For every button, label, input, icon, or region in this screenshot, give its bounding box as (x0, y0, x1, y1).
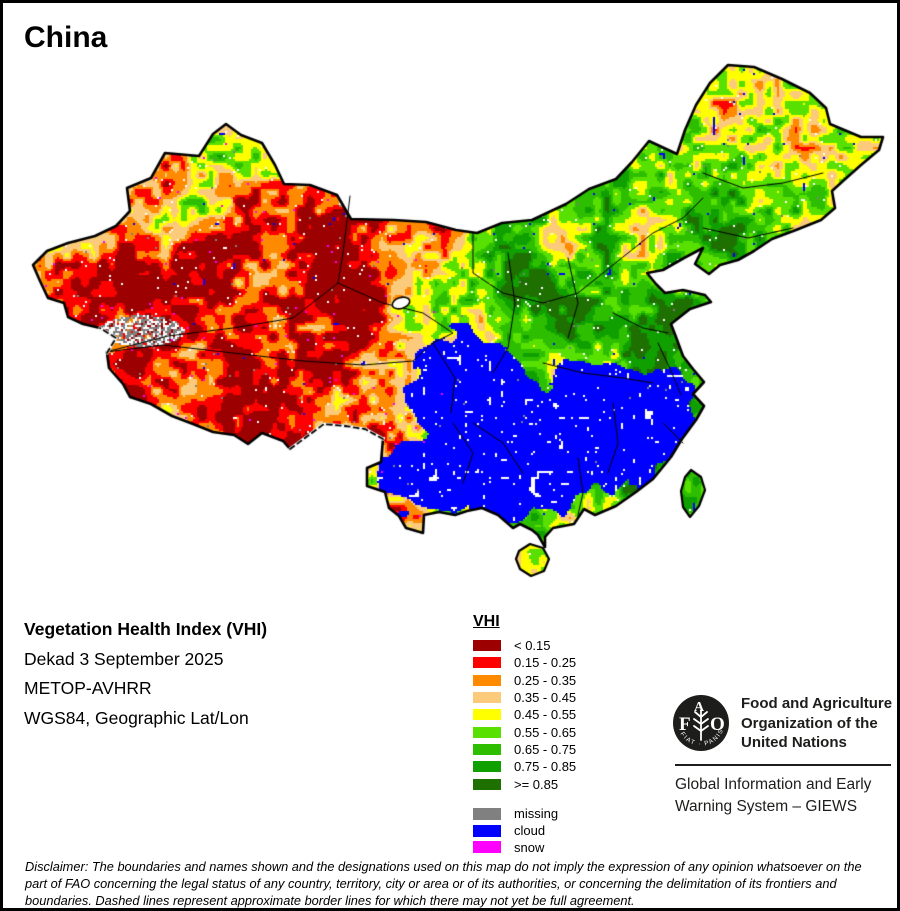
disclaimer-text: Disclaimer: The boundaries and names sho… (25, 859, 862, 908)
legend-swatch (473, 807, 501, 820)
legend-row: >= 0.85 (473, 775, 576, 792)
fao-logo-icon: F A O FIAT · PANIS (673, 695, 729, 751)
legend-row: 0.25 - 0.35 (473, 672, 576, 689)
legend-label: 0.55 - 0.65 (514, 724, 577, 740)
info-dekad: Dekad 3 September 2025 (24, 648, 224, 669)
legend-class-list: < 0.15 0.15 - 0.25 0.25 - 0.35 0.35 - 0.45 0… (473, 637, 576, 793)
china-vhi-raster-map (3, 3, 897, 908)
legend-row: cloud (473, 822, 576, 839)
fao-org-name: Food and Agriculture Organization of the… (741, 694, 892, 753)
legend-swatch (473, 778, 501, 790)
legend-label: 0.25 - 0.35 (514, 672, 577, 688)
legend-label: < 0.15 (514, 638, 551, 654)
legend-swatch (473, 657, 501, 669)
fao-org-line: Food and Agriculture (741, 695, 893, 712)
legend-title: VHI (473, 613, 500, 630)
legend-row: 0.75 - 0.85 (473, 758, 576, 775)
legend-row: 0.45 - 0.55 (473, 706, 576, 723)
fao-letter-o: O (710, 714, 725, 735)
info-product: Vegetation Health Index (VHI) (24, 619, 268, 639)
giews-line: Warning System – GIEWS (675, 797, 858, 815)
legend-label: cloud (514, 823, 546, 839)
legend-row: 0.35 - 0.45 (473, 689, 576, 706)
legend-swatch (473, 692, 501, 704)
legend-swatch (473, 640, 501, 652)
map-info-block: Vegetation Health Index (VHI) Dekad 3 Se… (24, 615, 267, 733)
legend-label: >= 0.85 (514, 776, 559, 792)
legend-row: < 0.15 (473, 637, 576, 654)
legend-label: 0.75 - 0.85 (514, 759, 577, 775)
legend-label: 0.65 - 0.75 (514, 741, 577, 757)
legend-row: snow (473, 839, 576, 856)
legend-swatch (473, 726, 501, 738)
legend-swatch (473, 674, 501, 686)
legend-row: 0.65 - 0.75 (473, 741, 576, 758)
wheat-ear-icon (693, 709, 709, 741)
legend-row: missing (473, 806, 576, 823)
vhi-legend: VHI < 0.15 0.15 - 0.25 0.25 - 0.35 0.35 - 0… (473, 613, 576, 855)
legend-label: 0.15 - 0.25 (514, 655, 577, 671)
legend-row: 0.55 - 0.65 (473, 723, 576, 740)
info-projection: WGS84, Geographic Lat/Lon (24, 707, 249, 728)
legend-swatch (473, 709, 501, 721)
info-sensor: METOP-AVHRR (24, 678, 152, 698)
legend-extra-list: missing cloud snow (473, 806, 576, 856)
legend-row: 0.15 - 0.25 (473, 654, 576, 671)
fao-separator (675, 764, 891, 766)
giews-line: Global Information and Early (675, 776, 872, 793)
fao-letter-f: F (679, 714, 691, 735)
fao-letter-a: A (694, 700, 705, 715)
legend-label: snow (514, 839, 545, 855)
fao-org-line: Organization of the (741, 714, 878, 732)
legend-label: 0.35 - 0.45 (514, 690, 577, 706)
legend-label: missing (514, 806, 559, 822)
giews-name: Global Information and Early Warning Sys… (675, 774, 893, 817)
fao-giews-block: F A O FIAT · PANIS Food and Agriculture … (671, 691, 893, 817)
legend-label: 0.45 - 0.55 (514, 707, 577, 723)
fao-org-line: United Nations (741, 734, 847, 751)
legend-swatch (473, 824, 501, 837)
legend-swatch (473, 841, 501, 854)
legend-swatch (473, 743, 501, 755)
legend-swatch (473, 761, 501, 773)
